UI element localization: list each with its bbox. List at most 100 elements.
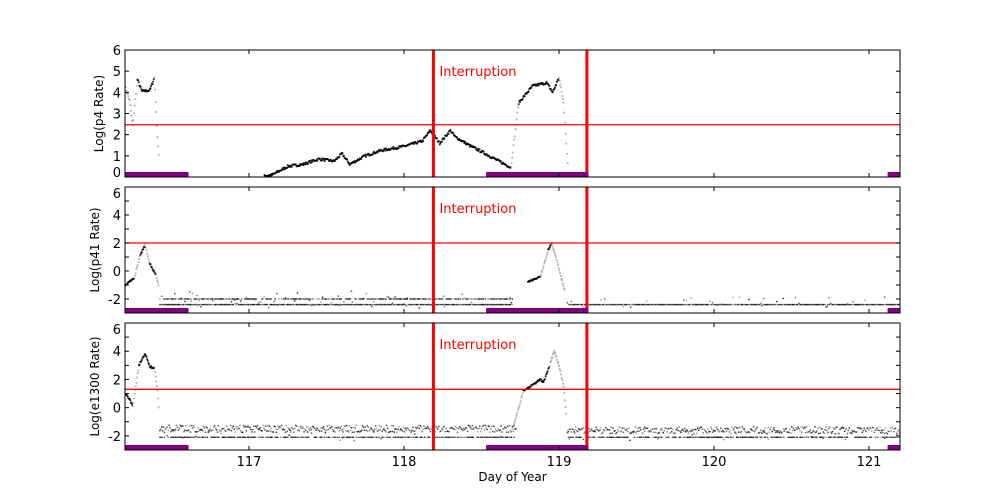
data-point: [719, 303, 721, 306]
data-point: [439, 142, 442, 145]
data-point: [149, 263, 152, 266]
data-point: [413, 430, 416, 432]
data-point: [207, 303, 209, 306]
data-point: [342, 436, 344, 438]
data-point: [466, 298, 469, 300]
data-point: [222, 427, 224, 430]
data-point: [333, 303, 335, 306]
data-point: [646, 427, 649, 429]
data-point: [451, 303, 453, 306]
data-point: [783, 430, 785, 432]
data-point: [884, 436, 887, 438]
data-point: [872, 427, 875, 429]
y-tick-label: 2: [113, 129, 121, 144]
data-point: [265, 436, 267, 438]
data-point: [314, 428, 316, 430]
data-point: [505, 164, 508, 166]
data-point: [492, 303, 494, 306]
data-point: [565, 412, 567, 415]
data-point: [677, 303, 679, 306]
data-point: [872, 303, 875, 306]
data-point: [571, 428, 573, 430]
data-point: [345, 303, 347, 306]
data-point: [244, 303, 247, 306]
data-point: [863, 436, 865, 438]
data-point: [182, 425, 184, 427]
data-point: [505, 427, 507, 429]
data-point: [385, 298, 387, 300]
data-point: [883, 436, 885, 438]
interruption-label: Interruption: [439, 202, 516, 217]
data-point: [153, 269, 155, 272]
data-point: [359, 303, 361, 306]
y-tick-label: 2: [113, 373, 121, 388]
data-point: [609, 436, 611, 438]
data-point: [465, 142, 468, 145]
data-point: [287, 303, 289, 306]
data-point: [423, 303, 425, 306]
data-point: [778, 303, 781, 306]
data-point: [306, 303, 308, 306]
data-point: [261, 298, 263, 300]
data-point: [247, 303, 249, 306]
data-point: [283, 436, 286, 438]
data-point: [504, 298, 506, 300]
data-point: [599, 303, 601, 306]
data-point: [513, 423, 515, 425]
data-point: [267, 424, 269, 427]
data-point: [726, 427, 729, 430]
data-point: [172, 298, 174, 300]
data-point: [676, 303, 678, 306]
data-point: [447, 298, 449, 300]
data-point: [167, 303, 169, 306]
data-point: [439, 298, 441, 300]
data-point: [566, 430, 569, 432]
data-point: [165, 427, 168, 429]
data-point: [300, 427, 302, 429]
data-point: [548, 246, 551, 249]
data-point: [895, 303, 897, 306]
data-point: [796, 436, 798, 438]
data-point: [327, 436, 329, 438]
data-point: [820, 427, 823, 430]
data-point: [373, 150, 375, 153]
data-point: [856, 436, 858, 438]
data-point: [161, 303, 163, 306]
data-layer: [125, 241, 900, 309]
data-point: [382, 436, 384, 438]
data-point: [495, 303, 498, 306]
data-point: [766, 303, 769, 306]
data-point: [207, 298, 209, 300]
data-point: [464, 297, 466, 299]
data-point: [683, 303, 686, 306]
data-point: [593, 436, 596, 438]
data-point: [219, 298, 222, 300]
data-point: [381, 303, 383, 306]
data-point: [590, 436, 592, 438]
data-point: [751, 303, 754, 306]
data-point: [835, 303, 837, 306]
data-point: [374, 298, 377, 300]
data-point: [201, 430, 204, 432]
data-point: [126, 92, 128, 94]
data-point: [435, 425, 437, 428]
data-point: [506, 298, 509, 300]
data-point: [623, 436, 625, 438]
data-point: [660, 436, 663, 438]
data-point: [445, 298, 447, 300]
data-point: [756, 303, 758, 306]
data-point: [146, 252, 148, 255]
data-point: [234, 436, 236, 438]
data-point: [559, 83, 562, 86]
data-point: [173, 429, 175, 431]
data-point: [674, 436, 677, 438]
data-point: [767, 438, 770, 440]
data-point: [873, 303, 876, 306]
data-point: [624, 429, 626, 431]
data-point: [673, 303, 676, 306]
data-point: [790, 303, 792, 306]
data-point: [413, 298, 415, 300]
data-point: [379, 298, 381, 300]
data-point: [708, 303, 710, 306]
data-point: [778, 436, 781, 438]
